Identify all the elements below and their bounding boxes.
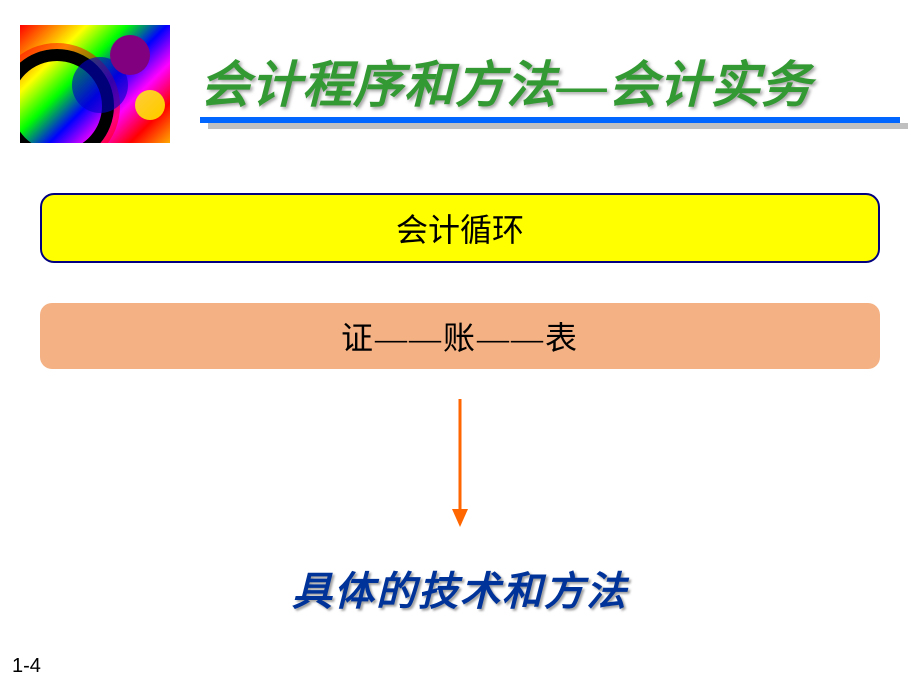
- slide-title: 会计程序和方法—会计实务: [200, 45, 908, 117]
- arrow-down-icon: [445, 399, 475, 529]
- header: 会计程序和方法—会计实务: [0, 0, 920, 143]
- page-number: 1-4: [12, 655, 41, 678]
- title-underline: [200, 117, 900, 123]
- content-area: 会计循环 证——账——表 具体的技术和方法: [0, 143, 920, 617]
- box-accounting-cycle: 会计循环: [40, 193, 880, 263]
- decorative-image: [20, 25, 170, 143]
- box-voucher-ledger-report: 证——账——表: [40, 303, 880, 369]
- title-wrap: 会计程序和方法—会计实务: [200, 45, 908, 123]
- title-underline-shadow: [208, 123, 908, 129]
- arrow-down: [40, 399, 880, 534]
- subtitle-text: 具体的技术和方法: [40, 559, 880, 617]
